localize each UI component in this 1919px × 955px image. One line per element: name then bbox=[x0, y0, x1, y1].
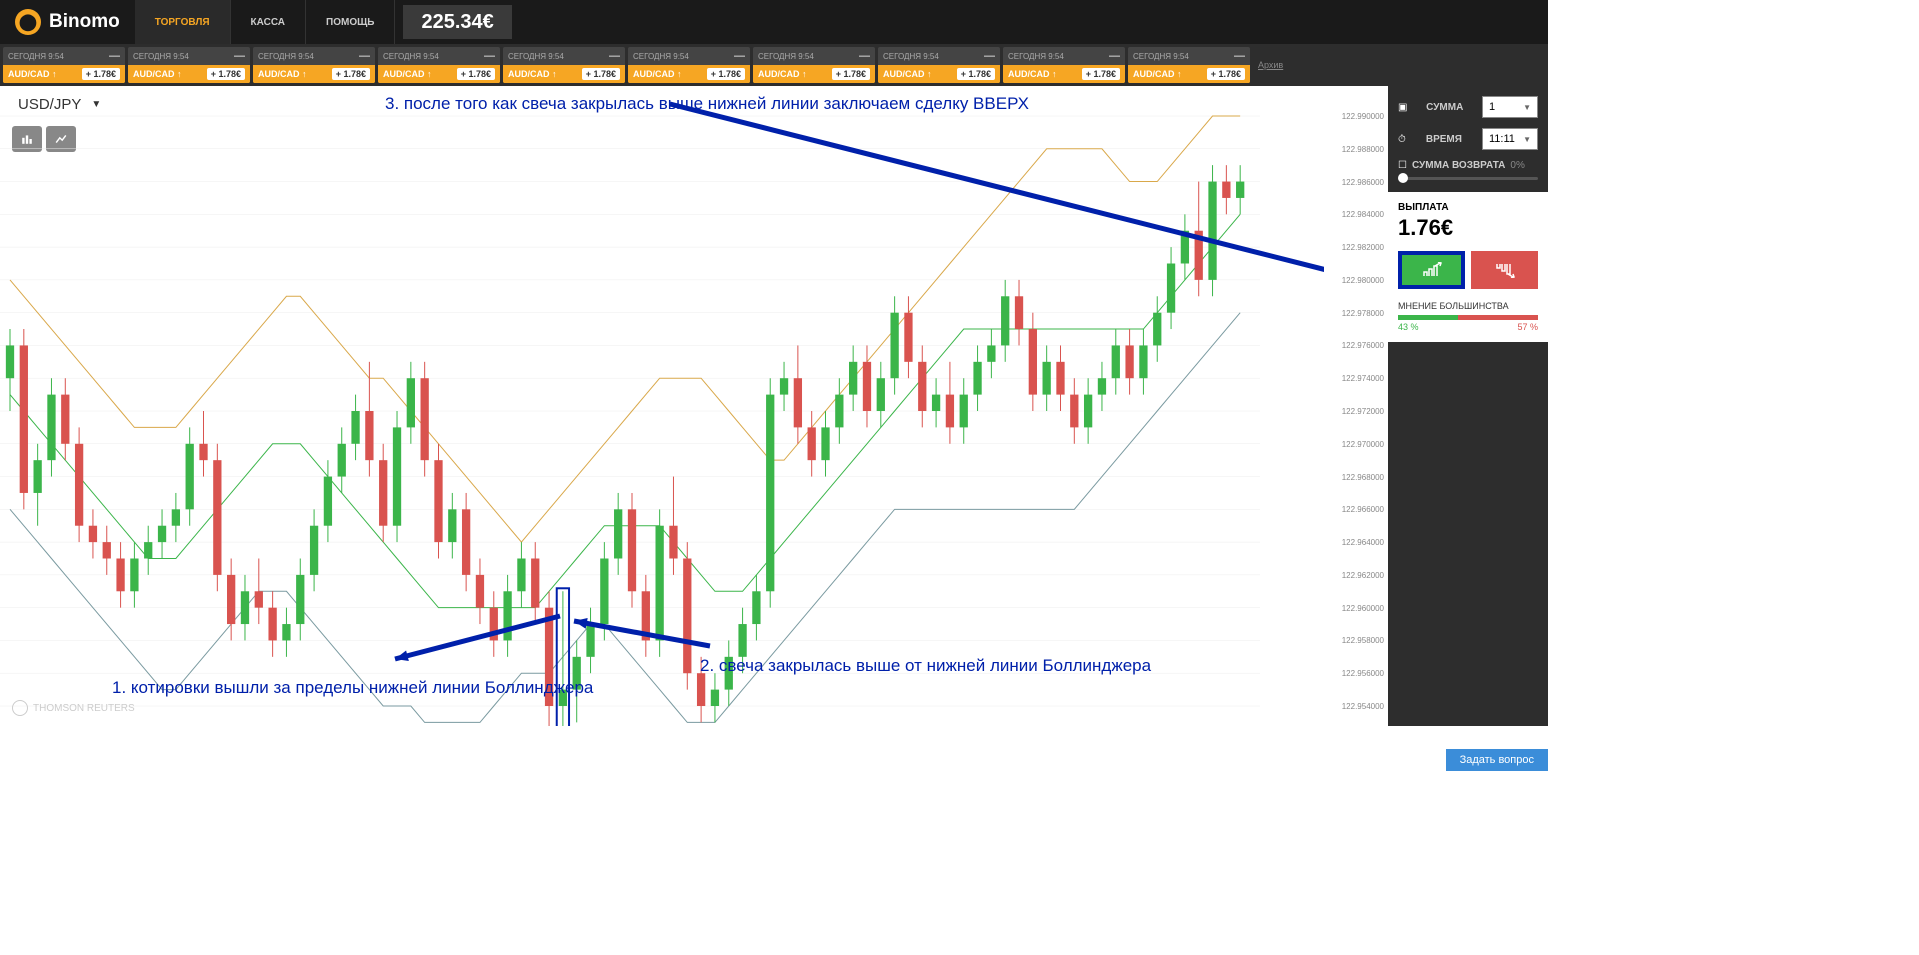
ticker-item[interactable]: СЕГОДНЯ 9:54—AUD/CAD ↑+ 1.78€ bbox=[628, 47, 750, 83]
ticker-item[interactable]: СЕГОДНЯ 9:54—AUD/CAD ↑+ 1.78€ bbox=[878, 47, 1000, 83]
return-slider[interactable] bbox=[1398, 177, 1538, 180]
chart-area: USD/JPY ▼ 122.990000122.988000122.986000… bbox=[0, 86, 1388, 726]
return-pct: 0% bbox=[1510, 160, 1524, 171]
ticker-item[interactable]: СЕГОДНЯ 9:54—AUD/CAD ↑+ 1.78€ bbox=[753, 47, 875, 83]
payout-value: 1.76€ bbox=[1398, 215, 1538, 241]
price-chart[interactable] bbox=[0, 86, 1324, 726]
ticker-item[interactable]: СЕГОДНЯ 9:54—AUD/CAD ↑+ 1.78€ bbox=[503, 47, 625, 83]
return-label: СУММА ВОЗВРАТА bbox=[1412, 160, 1505, 171]
time-input[interactable]: 11:11▼ bbox=[1482, 128, 1538, 150]
chevron-down-icon: ▼ bbox=[1523, 103, 1531, 112]
trade-buttons bbox=[1398, 251, 1538, 289]
ticker-item[interactable]: СЕГОДНЯ 9:54—AUD/CAD ↑+ 1.78€ bbox=[378, 47, 500, 83]
logo-icon: ⬤ bbox=[15, 9, 41, 35]
amount-input[interactable]: 1▼ bbox=[1482, 96, 1538, 118]
ticker-item[interactable]: СЕГОДНЯ 9:54—AUD/CAD ↑+ 1.78€ bbox=[253, 47, 375, 83]
ticker-item[interactable]: СЕГОДНЯ 9:54—AUD/CAD ↑+ 1.78€ bbox=[1128, 47, 1250, 83]
chevron-down-icon: ▼ bbox=[1523, 135, 1531, 144]
return-icon: ☐ bbox=[1398, 160, 1407, 171]
nav-cash[interactable]: КАССА bbox=[231, 0, 307, 44]
time-label: ВРЕМЯ bbox=[1426, 134, 1462, 145]
brand-name: Binomo bbox=[49, 11, 120, 33]
main: USD/JPY ▼ 122.990000122.988000122.986000… bbox=[0, 86, 1548, 726]
trade-panel: ▣ СУММА 1▼ ⏱ ВРЕМЯ 11:11▼ ☐ СУММА ВОЗВРА… bbox=[1388, 86, 1548, 726]
ticker-item[interactable]: СЕГОДНЯ 9:54—AUD/CAD ↑+ 1.78€ bbox=[1003, 47, 1125, 83]
majority-values: 43 % 57 % bbox=[1398, 322, 1538, 332]
thomson-icon bbox=[12, 700, 28, 716]
payout-section: ВЫПЛАТА 1.76€ МНЕНИЕ БОЛЬШИНСТВА 43 % 57… bbox=[1388, 192, 1548, 342]
header: ⬤ Binomo ТОРГОВЛЯ КАССА ПОМОЩЬ 225.34€ bbox=[0, 0, 1548, 44]
ticker-bar: СЕГОДНЯ 9:54—AUD/CAD ↑+ 1.78€СЕГОДНЯ 9:5… bbox=[0, 44, 1548, 86]
archive-link[interactable]: Архив bbox=[1258, 60, 1283, 70]
majority-bar bbox=[1398, 315, 1538, 320]
return-row: ☐ СУММА ВОЗВРАТА 0% bbox=[1398, 160, 1538, 180]
buy-up-button[interactable] bbox=[1398, 251, 1465, 289]
nav-trade[interactable]: ТОРГОВЛЯ bbox=[135, 0, 231, 44]
payout-label: ВЫПЛАТА bbox=[1398, 202, 1538, 213]
majority-label: МНЕНИЕ БОЛЬШИНСТВА bbox=[1398, 301, 1538, 311]
buy-down-button[interactable] bbox=[1471, 251, 1538, 289]
balance: 225.34€ bbox=[403, 5, 511, 39]
nav-help[interactable]: ПОМОЩЬ bbox=[306, 0, 395, 44]
majority-section: МНЕНИЕ БОЛЬШИНСТВА 43 % 57 % bbox=[1398, 301, 1538, 332]
clock-icon: ⏱ bbox=[1398, 134, 1406, 145]
logo[interactable]: ⬤ Binomo bbox=[0, 9, 135, 35]
thomson-reuters-label: THOMSON REUTERS bbox=[12, 700, 135, 716]
annotation-3: 3. после того как свеча закрылась выше н… bbox=[385, 94, 1029, 114]
annotation-2: 2. свеча закрылась выше от нижней линии … bbox=[700, 656, 1151, 676]
ask-question-button[interactable]: Задать вопрос bbox=[1446, 749, 1548, 771]
ticker-item[interactable]: СЕГОДНЯ 9:54—AUD/CAD ↑+ 1.78€ bbox=[128, 47, 250, 83]
annotation-1: 1. котировки вышли за пределы нижней лин… bbox=[112, 678, 593, 698]
amount-label: СУММА bbox=[1426, 102, 1463, 113]
wallet-icon: ▣ bbox=[1398, 102, 1407, 113]
time-row: ⏱ ВРЕМЯ 11:11▼ bbox=[1398, 128, 1538, 150]
ticker-item[interactable]: СЕГОДНЯ 9:54—AUD/CAD ↑+ 1.78€ bbox=[3, 47, 125, 83]
amount-row: ▣ СУММА 1▼ bbox=[1398, 96, 1538, 118]
